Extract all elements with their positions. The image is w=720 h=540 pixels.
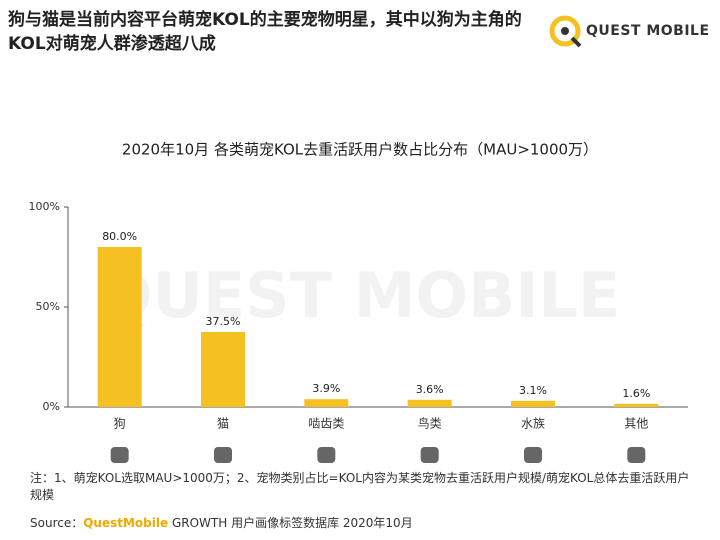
y-tick-label: 0% <box>43 400 60 413</box>
logo-text: QUEST MOBILE <box>586 23 710 39</box>
value-label: 37.5% <box>206 315 241 328</box>
x-tick-label: 其他 <box>624 417 648 431</box>
bar <box>407 399 452 407</box>
source-text: GROWTH 用户画像标签数据库 2020年10月 <box>171 516 413 530</box>
chart-title: 2020年10月 各类萌宠KOL去重活跃用户数占比分布（MAU>1000万） <box>122 141 598 159</box>
logo: QUEST MOBILE <box>548 14 720 50</box>
x-tick-label: 啮齿类 <box>308 417 344 431</box>
y-tick-label: 50% <box>36 300 60 313</box>
y-tick-label: 100% <box>29 200 60 213</box>
category-icon <box>317 447 336 463</box>
x-tick-label: 猫 <box>217 417 229 431</box>
value-label: 3.6% <box>416 383 444 396</box>
headline: 狗与猫是当前内容平台萌宠KOL的主要宠物明星，其中以狗为主角的KOL对萌宠人群渗… <box>8 10 522 54</box>
note: 注：1、萌宠KOL选取MAU>1000万；2、宠物类别占比=KOL内容为某类宠物… <box>30 471 690 502</box>
bar <box>511 400 555 407</box>
value-label: 3.1% <box>519 384 547 397</box>
bar <box>614 403 659 407</box>
x-tick-label: 鸟类 <box>418 416 442 431</box>
value-label: 1.6% <box>622 387 650 400</box>
source-brand: QuestMobile <box>83 516 169 530</box>
bar <box>97 247 142 407</box>
x-tick-label: 狗 <box>114 417 126 431</box>
bar <box>201 332 245 407</box>
category-icon <box>627 447 646 463</box>
source: Source：QuestMobile GROWTH 用户画像标签数据库 2020… <box>30 514 413 531</box>
watermark: QUEST MOBILE <box>100 259 621 332</box>
category-icon <box>214 447 232 463</box>
x-tick-label: 水族 <box>521 417 545 431</box>
value-label: 3.9% <box>312 382 340 395</box>
logo-icon <box>549 15 582 48</box>
category-icon <box>420 447 439 463</box>
value-label: 80.0% <box>102 230 137 243</box>
chart: QUEST MOBILE 2020年10月 各类萌宠KOL去重活跃用户数占比分布… <box>29 141 688 463</box>
source-prefix: Source： <box>30 516 84 530</box>
bar <box>304 399 349 407</box>
category-icon <box>110 447 129 463</box>
category-icon <box>524 447 542 463</box>
